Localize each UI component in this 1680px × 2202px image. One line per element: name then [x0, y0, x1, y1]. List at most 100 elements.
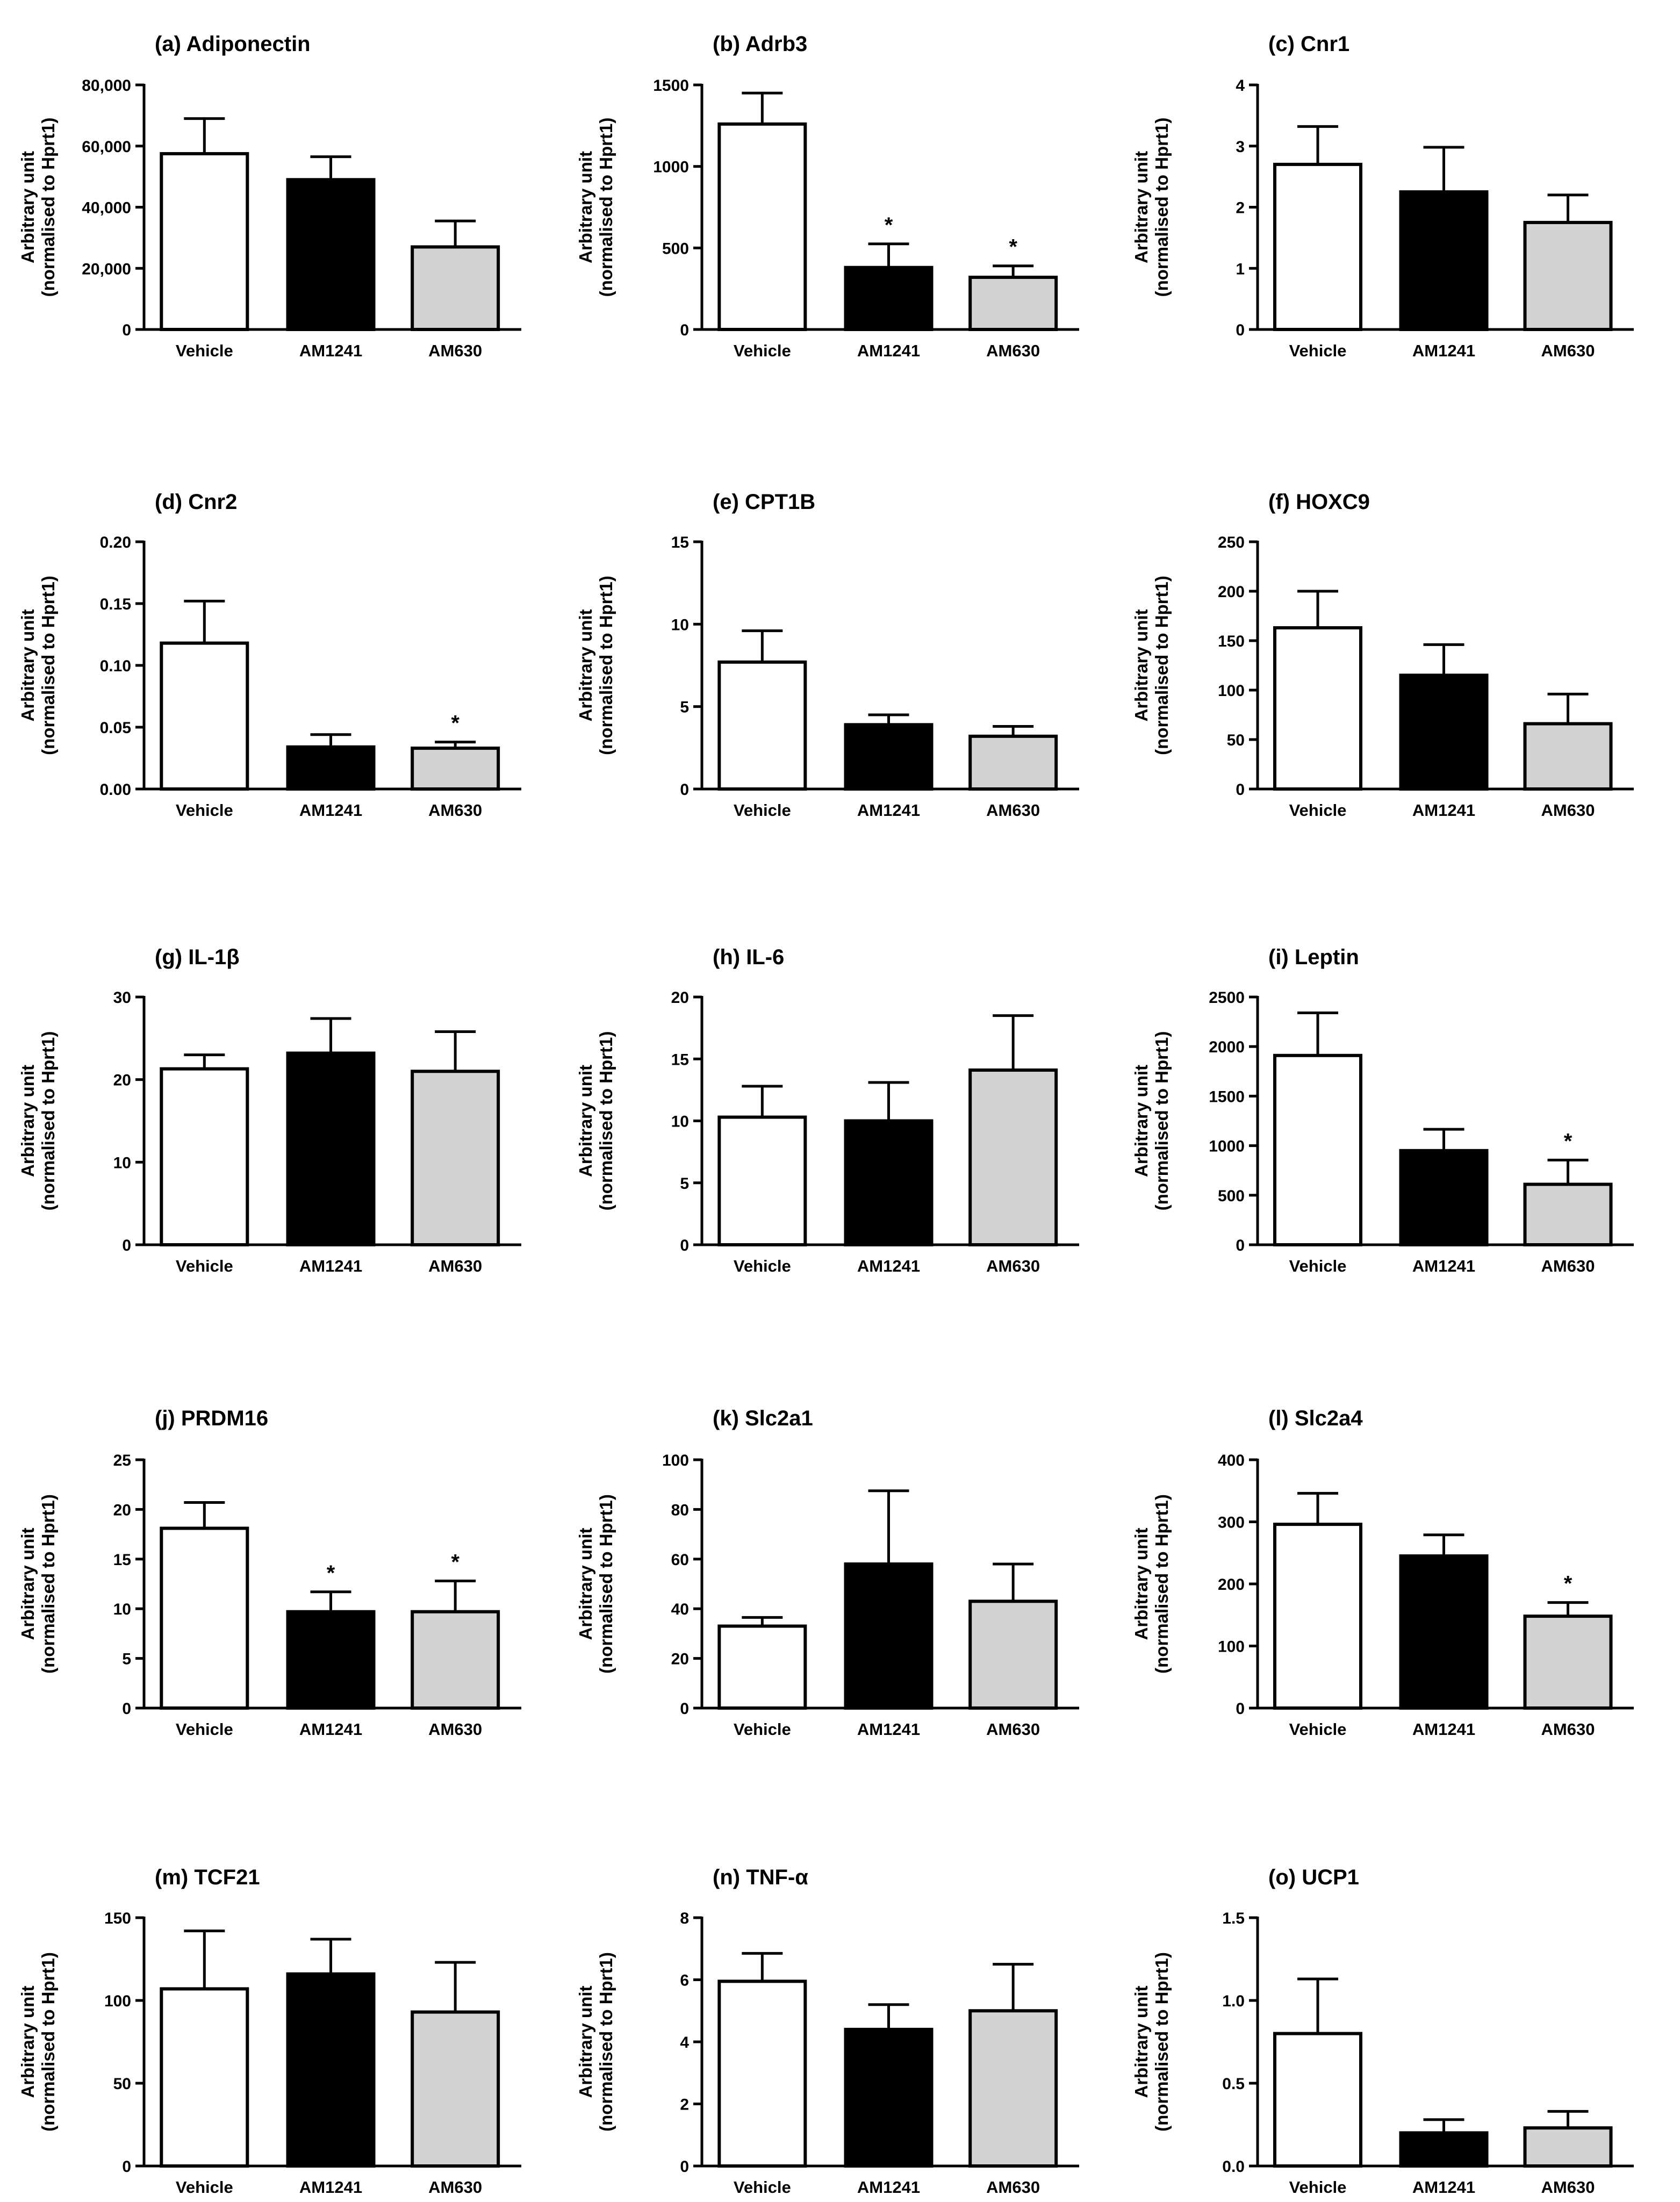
y-tick-label: 0.5 [1222, 2075, 1245, 2093]
bar-am1241 [1399, 673, 1489, 791]
y-tick-label: 0.00 [100, 781, 131, 799]
bar-am630 [411, 1070, 500, 1247]
y-tick-label: 10 [113, 1601, 131, 1618]
y-tick-label: 50 [113, 2075, 131, 2093]
x-tick-label: AM630 [428, 341, 482, 360]
bar-am1241 [286, 745, 376, 791]
y-tick-label: 50 [1227, 731, 1245, 749]
chart-title: (n) TNF-α [713, 1866, 808, 1889]
x-tick-label: AM1241 [299, 801, 362, 820]
y-tick-label: 0.0 [1222, 2158, 1245, 2176]
y-axis-label: Arbitrary unit(normalised to Hprt1) [576, 1952, 616, 2132]
y-tick-label: 6 [680, 1972, 689, 1990]
chart-title: (f) HOXC9 [1268, 490, 1370, 514]
x-tick-label: AM1241 [299, 2178, 362, 2197]
significance-marker: * [885, 213, 893, 237]
bar-am630 [1523, 1182, 1613, 1247]
x-tick-label: AM630 [428, 1257, 482, 1275]
x-tick-label: AM630 [428, 2178, 482, 2197]
y-tick-label: 20 [671, 989, 689, 1007]
x-tick-label: Vehicle [1289, 341, 1347, 360]
bar-am1241 [286, 178, 376, 331]
x-tick-label: Vehicle [176, 1257, 233, 1275]
y-tick-label: 20,000 [82, 260, 131, 278]
bar-am1241 [844, 266, 934, 332]
bar-vehicle [1273, 1053, 1362, 1247]
bar-am1241 [844, 1562, 934, 1710]
significance-marker: * [1009, 235, 1017, 259]
y-axis-label-line2: (normalised to Hprt1) [1152, 1494, 1172, 1674]
y-axis-label-line1: Arbitrary unit [576, 1065, 595, 1177]
x-tick-label: Vehicle [1289, 1257, 1347, 1275]
bar-vehicle [160, 1067, 249, 1246]
significance-marker: * [1564, 1572, 1573, 1596]
x-tick-label: Vehicle [176, 341, 233, 360]
chart-panel-j: (j) PRDM16 Arbitrary unit(normalised to H… [18, 1407, 521, 1739]
chart-panel-k: (k) Slc2a1 Arbitrary unit(normalised to H… [576, 1407, 1079, 1739]
y-tick-label: 4 [1236, 77, 1245, 95]
x-tick-label: AM1241 [857, 341, 920, 360]
x-tick-label: Vehicle [734, 1257, 791, 1275]
bar-am630 [411, 245, 500, 331]
x-tick-label: Vehicle [734, 1720, 791, 1739]
y-tick-label: 1500 [653, 77, 689, 95]
y-tick-label: 300 [1218, 1514, 1245, 1532]
y-tick-label: 0.20 [100, 534, 131, 551]
y-axis-label-line1: Arbitrary unit [1131, 1985, 1151, 2098]
y-tick-label: 0 [680, 781, 689, 799]
y-tick-label: 15 [671, 534, 689, 551]
x-tick-label: AM1241 [1412, 1257, 1475, 1275]
y-tick-label: 0 [1236, 1700, 1245, 1718]
y-axis-label-line2: (normalised to Hprt1) [1152, 576, 1172, 755]
y-axis-label: Arbitrary unit(normalised to Hprt1) [18, 1952, 58, 2132]
y-tick-label: 100 [1218, 682, 1245, 700]
bar-am630 [411, 2010, 500, 2168]
bar-vehicle [1273, 626, 1362, 791]
chart-title: (l) Slc2a4 [1268, 1407, 1363, 1430]
y-tick-label: 0.15 [100, 596, 131, 613]
y-tick-label: 20 [113, 1072, 131, 1089]
y-tick-label: 250 [1218, 534, 1245, 551]
chart-panel-a: (a) Adiponectin Arbitrary unit(normalised… [18, 32, 521, 360]
y-tick-label: 15 [671, 1051, 689, 1068]
y-tick-label: 25 [113, 1452, 131, 1469]
bar-am630 [968, 1068, 1058, 1246]
y-tick-label: 20 [671, 1651, 689, 1668]
y-axis-label-line1: Arbitrary unit [18, 1065, 38, 1177]
y-axis-label-line1: Arbitrary unit [18, 151, 38, 263]
chart-title: (m) TCF21 [155, 1866, 260, 1889]
y-tick-label: 0.10 [100, 657, 131, 675]
y-tick-label: 80,000 [82, 77, 131, 95]
y-tick-label: 5 [122, 1651, 131, 1668]
x-tick-label: Vehicle [734, 2178, 791, 2197]
y-tick-label: 40,000 [82, 199, 131, 217]
bar-am1241 [844, 2027, 934, 2168]
y-axis-label-line2: (normalised to Hprt1) [38, 1031, 58, 1211]
chart-panel-c: (c) Cnr1 Arbitrary unit(normalised to Hpr… [1131, 32, 1634, 360]
y-axis-label-line1: Arbitrary unit [18, 1985, 38, 2098]
chart-title: (j) PRDM16 [155, 1407, 268, 1430]
chart-panel-o: (o) UCP1 Arbitrary unit(normalised to Hpr… [1131, 1866, 1634, 2197]
x-tick-label: AM630 [986, 1257, 1040, 1275]
chart-panel-d: (d) Cnr2 Arbitrary unit(normalised to Hpr… [18, 490, 521, 820]
y-axis-label: Arbitrary unit(normalised to Hprt1) [18, 1494, 58, 1674]
chart-panel-l: (l) Slc2a4 Arbitrary unit(normalised to H… [1131, 1407, 1634, 1739]
x-tick-label: AM1241 [299, 341, 362, 360]
chart-title: (o) UCP1 [1268, 1866, 1359, 1889]
bar-vehicle [717, 1979, 807, 2168]
bar-am1241 [1399, 1149, 1489, 1247]
chart-panel-n: (n) TNF-α Arbitrary unit(normalised to Hp… [576, 1866, 1079, 2197]
y-tick-label: 2500 [1209, 989, 1245, 1007]
y-tick-label: 0 [680, 321, 689, 339]
bar-am630 [968, 275, 1058, 332]
x-tick-label: Vehicle [176, 801, 233, 820]
y-tick-label: 2 [1236, 199, 1245, 217]
y-tick-label: 1500 [1209, 1088, 1245, 1106]
y-tick-label: 40 [671, 1601, 689, 1618]
y-axis-label: Arbitrary unit(normalised to Hprt1) [18, 1031, 58, 1211]
y-axis-label: Arbitrary unit(normalised to Hprt1) [1131, 1952, 1172, 2132]
bar-am1241 [286, 1610, 376, 1710]
bar-am630 [1523, 2126, 1613, 2168]
x-tick-label: AM630 [986, 2178, 1040, 2197]
